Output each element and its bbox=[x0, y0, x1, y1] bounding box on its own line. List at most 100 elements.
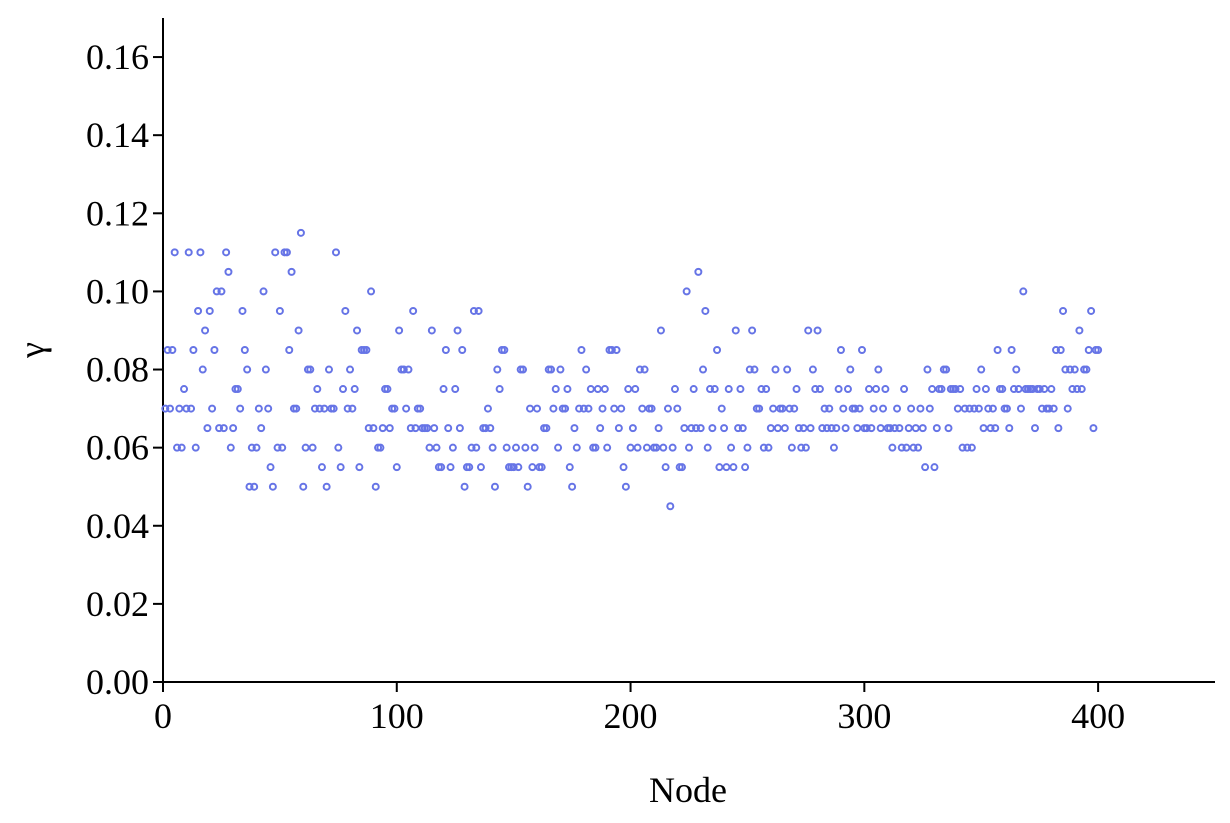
point bbox=[432, 443, 441, 452]
point bbox=[448, 443, 457, 452]
point bbox=[339, 385, 348, 394]
point bbox=[1012, 365, 1021, 374]
x-tick-label: 300 bbox=[837, 696, 891, 736]
point bbox=[215, 424, 224, 433]
point bbox=[568, 482, 577, 491]
point bbox=[584, 404, 593, 413]
point bbox=[811, 385, 820, 394]
point bbox=[869, 404, 878, 413]
point bbox=[853, 424, 862, 433]
point bbox=[879, 404, 888, 413]
point bbox=[582, 365, 591, 374]
point bbox=[324, 365, 333, 374]
point bbox=[563, 385, 572, 394]
point bbox=[310, 404, 319, 413]
point bbox=[722, 463, 731, 472]
point bbox=[855, 404, 864, 413]
point bbox=[441, 346, 450, 354]
point bbox=[820, 404, 829, 413]
point bbox=[741, 463, 750, 472]
point bbox=[173, 443, 182, 452]
point bbox=[1052, 346, 1061, 354]
point bbox=[367, 287, 376, 296]
point bbox=[843, 385, 852, 394]
point bbox=[932, 424, 941, 433]
point bbox=[240, 346, 249, 354]
point bbox=[614, 424, 623, 433]
point bbox=[694, 267, 703, 276]
point bbox=[607, 346, 616, 354]
point bbox=[376, 443, 385, 452]
point bbox=[900, 385, 909, 394]
point bbox=[486, 424, 495, 433]
point bbox=[383, 385, 392, 394]
point bbox=[301, 443, 310, 452]
point bbox=[624, 385, 633, 394]
point bbox=[928, 385, 937, 394]
point bbox=[495, 385, 504, 394]
point bbox=[1038, 404, 1047, 413]
point bbox=[163, 346, 172, 354]
point bbox=[465, 463, 474, 472]
point bbox=[451, 385, 460, 394]
point bbox=[266, 463, 275, 472]
point bbox=[315, 404, 324, 413]
point bbox=[514, 463, 523, 472]
point bbox=[364, 424, 373, 433]
point bbox=[554, 443, 563, 452]
point bbox=[542, 424, 551, 433]
point bbox=[787, 443, 796, 452]
point bbox=[818, 424, 827, 433]
point bbox=[790, 404, 799, 413]
point bbox=[203, 424, 212, 433]
point bbox=[416, 404, 425, 413]
point bbox=[423, 424, 432, 433]
point bbox=[974, 404, 983, 413]
point bbox=[1054, 424, 1063, 433]
point bbox=[1030, 424, 1039, 433]
point bbox=[692, 424, 701, 433]
point bbox=[960, 404, 969, 413]
point bbox=[895, 424, 904, 433]
point bbox=[1049, 404, 1058, 413]
point bbox=[194, 306, 203, 315]
point bbox=[467, 443, 476, 452]
x-axis-label: Node bbox=[649, 770, 727, 810]
point bbox=[455, 424, 464, 433]
point bbox=[460, 482, 469, 491]
point bbox=[189, 346, 198, 354]
x-tick-label: 0 bbox=[154, 696, 172, 736]
point bbox=[1089, 424, 1098, 433]
point bbox=[745, 365, 754, 374]
point bbox=[579, 404, 588, 413]
point bbox=[724, 385, 733, 394]
point bbox=[972, 385, 981, 394]
point bbox=[1075, 326, 1084, 335]
point bbox=[273, 443, 282, 452]
point bbox=[769, 404, 778, 413]
point bbox=[243, 365, 252, 374]
y-tick-label: 0.10 bbox=[86, 271, 149, 311]
point bbox=[409, 306, 418, 315]
y-tick-label: 0.08 bbox=[86, 350, 149, 390]
point bbox=[385, 424, 394, 433]
point bbox=[967, 443, 976, 452]
point bbox=[689, 385, 698, 394]
point bbox=[1082, 365, 1091, 374]
point bbox=[680, 424, 689, 433]
point bbox=[551, 385, 560, 394]
point bbox=[250, 482, 259, 491]
point bbox=[813, 326, 822, 335]
point bbox=[390, 404, 399, 413]
point bbox=[252, 443, 261, 452]
point bbox=[780, 424, 789, 433]
point bbox=[519, 365, 528, 374]
point bbox=[275, 306, 284, 315]
point bbox=[406, 424, 415, 433]
point bbox=[668, 443, 677, 452]
point bbox=[930, 463, 939, 472]
point bbox=[530, 443, 539, 452]
point bbox=[687, 424, 696, 433]
point bbox=[593, 385, 602, 394]
